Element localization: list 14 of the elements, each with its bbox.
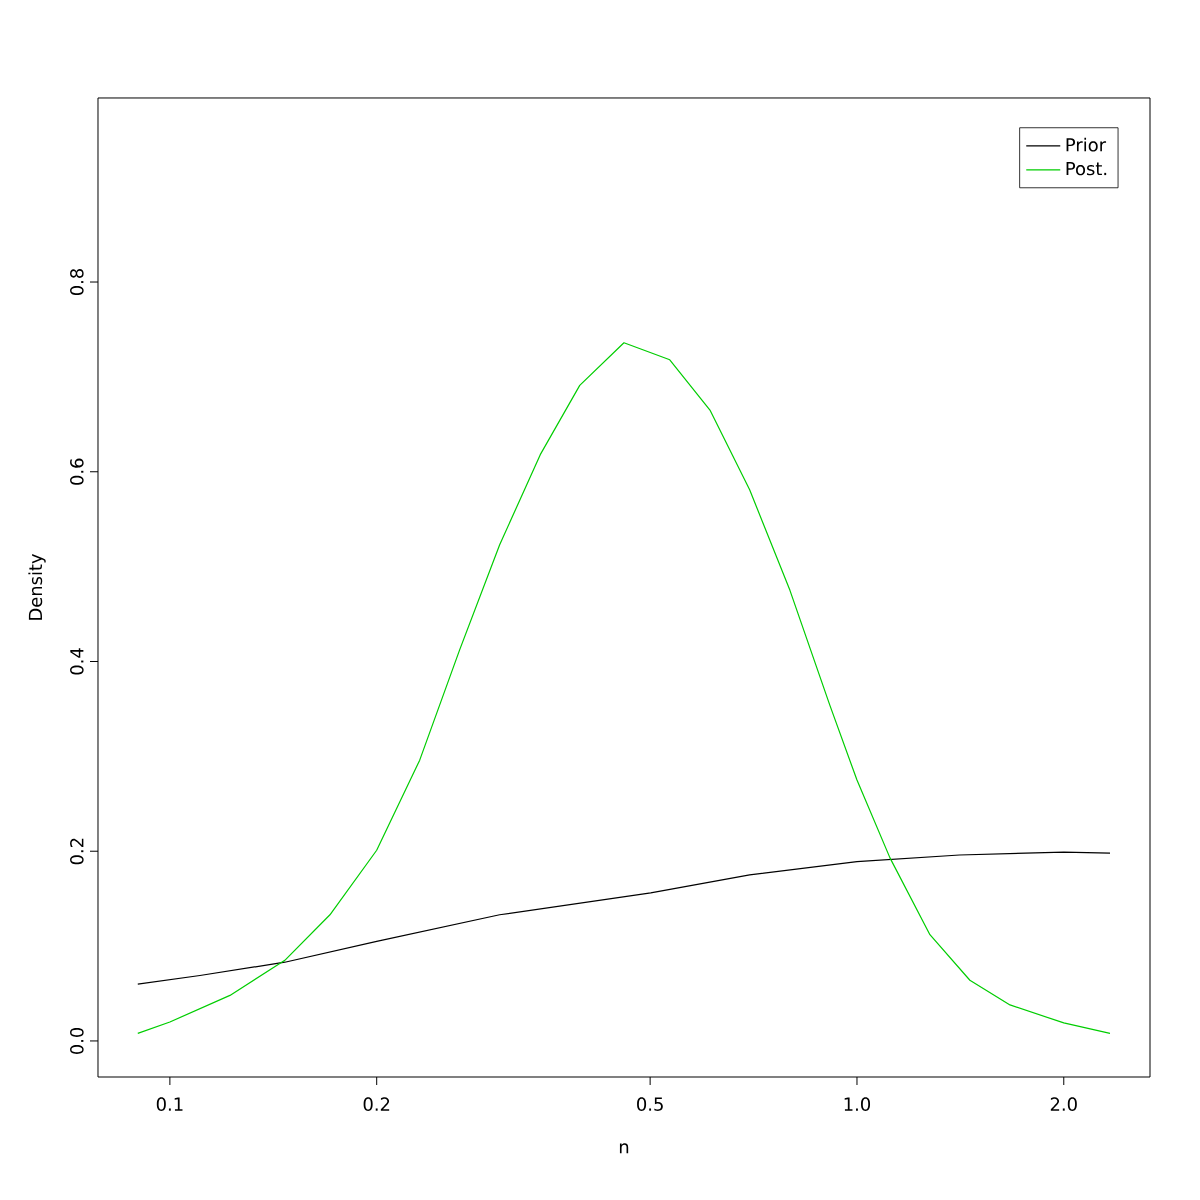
y-tick-label: 0.6 — [70, 458, 84, 485]
legend-label: Post. — [1066, 162, 1107, 176]
x-tick-label: 1.0 — [844, 1097, 871, 1111]
legend-label: Prior — [1066, 137, 1107, 152]
x-tick-label: 0.5 — [637, 1097, 663, 1111]
y-tick-label: 0.8 — [70, 268, 84, 296]
x-tick-label: 2.0 — [1050, 1097, 1077, 1111]
y-tick-label: 0.4 — [70, 648, 84, 675]
y-tick-label: 0.2 — [70, 838, 84, 865]
x-axis-title: n — [619, 1143, 629, 1154]
y-tick-label: 0.0 — [70, 1027, 84, 1055]
x-tick-label: 0.1 — [156, 1097, 183, 1111]
y-axis-title: Density — [28, 553, 46, 620]
x-tick-label: 0.2 — [363, 1097, 390, 1111]
